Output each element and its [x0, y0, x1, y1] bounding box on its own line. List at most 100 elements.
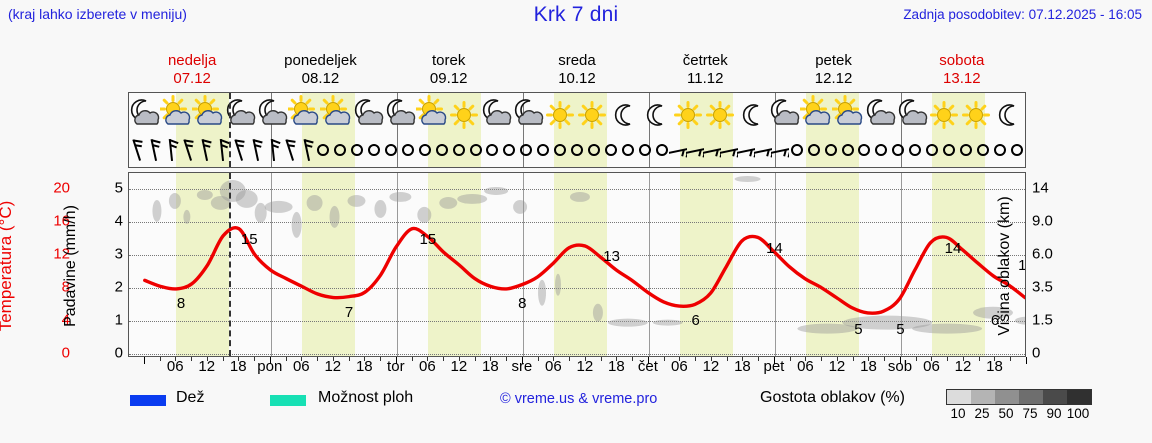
- cloud-density-blob: [374, 199, 387, 218]
- day-separator: [900, 93, 902, 167]
- wind-calm-icon: [653, 137, 670, 167]
- sun-cloud-icon: [160, 93, 193, 139]
- temperature-axis-title: Temperatura (°C): [0, 200, 15, 332]
- cloud-density-blob: [210, 195, 231, 210]
- x-tickmark: [159, 357, 161, 361]
- wind-calm-icon: [332, 137, 349, 167]
- wind-calm-icon: [907, 137, 924, 167]
- vertical-gridline: [522, 173, 524, 356]
- sun-icon: [673, 93, 705, 139]
- cloud-height-axis-ticks: 0 1.5 3.5 6.0 9.0 14: [1032, 172, 1072, 361]
- cloud-density-colorbar: [946, 389, 1092, 405]
- x-tickmark: [191, 357, 193, 361]
- wind-calm-icon: [484, 137, 501, 167]
- x-tickmark: [600, 357, 602, 361]
- x-tickmark: [1010, 357, 1012, 361]
- day-name: četrtek: [682, 52, 728, 69]
- x-tickmark: [884, 357, 886, 361]
- wind-calm-icon: [535, 137, 552, 167]
- day-separator: [522, 93, 524, 167]
- x-tickmark: [663, 357, 665, 361]
- x-tick-label: 18: [986, 358, 1003, 375]
- cloud-density-blob: [734, 175, 761, 182]
- x-tick-label: 06: [797, 358, 814, 375]
- x-tick-label: 12: [828, 358, 846, 375]
- sun-cloud-icon: [288, 93, 321, 139]
- x-tickmark: [789, 357, 791, 361]
- sun-cloud-icon: [320, 93, 353, 139]
- wind-barb-icon: [214, 137, 231, 167]
- wind-barb-icon: [247, 137, 264, 167]
- x-tickmark: [616, 357, 618, 361]
- cloud-density-scale-labels: 10 25 50 75 90 100: [946, 406, 1090, 421]
- day-name: sreda: [558, 52, 596, 69]
- x-tick-label: 12: [450, 358, 468, 375]
- x-tickmark: [647, 357, 649, 364]
- cloud-density-blob: [291, 211, 302, 238]
- cloud-density-blob: [389, 191, 412, 202]
- vertical-gridline: [396, 173, 398, 356]
- x-tickmark: [978, 357, 980, 361]
- vertical-gridline: [774, 173, 776, 356]
- x-tickmark: [852, 357, 854, 361]
- x-tickmark: [695, 357, 697, 361]
- day-header-4: sreda 10.12: [513, 52, 641, 90]
- density-value-label: 100: [1066, 406, 1090, 421]
- x-tickmark: [947, 357, 949, 361]
- sun-icon: [545, 93, 577, 139]
- wind-barb-icon: [703, 137, 722, 167]
- x-tick-label: 12: [702, 358, 720, 375]
- cloud-density-blob: [842, 315, 933, 330]
- day-separator: [648, 93, 650, 167]
- temp-max-label: 14: [766, 239, 783, 257]
- moon-cloud-icon: [257, 93, 289, 139]
- x-tickmark: [726, 357, 728, 361]
- temperature-line: [145, 228, 1025, 314]
- axis-tick: 5: [114, 179, 123, 197]
- horizontal-gridline: [129, 221, 1025, 223]
- density-swatch: [971, 390, 995, 404]
- horizontal-gridline: [129, 320, 1025, 322]
- wind-barb-icon: [737, 137, 756, 167]
- density-swatch: [995, 390, 1019, 404]
- moon-cloud-icon: [353, 93, 385, 139]
- x-tickmark: [553, 357, 555, 361]
- day-name: nedelja: [167, 52, 217, 69]
- wind-calm-icon: [856, 137, 873, 167]
- wind-barb-icon: [197, 137, 214, 167]
- cloud-density-blob: [219, 179, 246, 202]
- horizontal-gridline: [129, 188, 1025, 190]
- day-separator: [396, 93, 398, 167]
- x-tick-label: 06: [418, 358, 436, 375]
- day-header-1: nedelja 07.12: [128, 52, 256, 90]
- horizontal-gridline: [129, 354, 1025, 355]
- x-tickmark: [773, 357, 775, 364]
- cloud-density-blob: [457, 193, 488, 204]
- day-date: 12.12: [814, 70, 853, 87]
- axis-tick: 8: [61, 278, 70, 296]
- copyright-link[interactable]: © vreme.us & vreme.pro: [500, 391, 658, 407]
- wind-calm-icon: [433, 137, 450, 167]
- showers-legend-label: Možnost ploh: [318, 389, 414, 406]
- axis-tick: 0: [61, 344, 70, 362]
- density-value-label: 10: [950, 406, 966, 421]
- moon-cloud-icon: [897, 93, 929, 139]
- daylight-band: [680, 173, 733, 356]
- axis-tick: 16: [53, 212, 70, 230]
- wind-barb-icon: [163, 137, 180, 167]
- x-tickmark: [474, 357, 476, 361]
- daylight-band: [932, 173, 985, 356]
- temperature-curve: [129, 175, 1025, 334]
- x-tickmark: [301, 357, 303, 361]
- x-tickmark: [899, 357, 901, 364]
- plot-day-shading: [129, 173, 1025, 356]
- cloud-density-blob: [235, 189, 258, 208]
- moon-icon: [609, 93, 641, 139]
- x-tickmark: [348, 357, 350, 361]
- x-tickmark: [254, 357, 256, 361]
- axis-tick: 0: [1032, 344, 1041, 362]
- wind-calm-icon: [974, 137, 991, 167]
- x-tickmark: [427, 357, 429, 361]
- chart-legend: Dež Možnost ploh © vreme.us & vreme.pro …: [0, 386, 1152, 436]
- day-name: sobota: [939, 52, 985, 69]
